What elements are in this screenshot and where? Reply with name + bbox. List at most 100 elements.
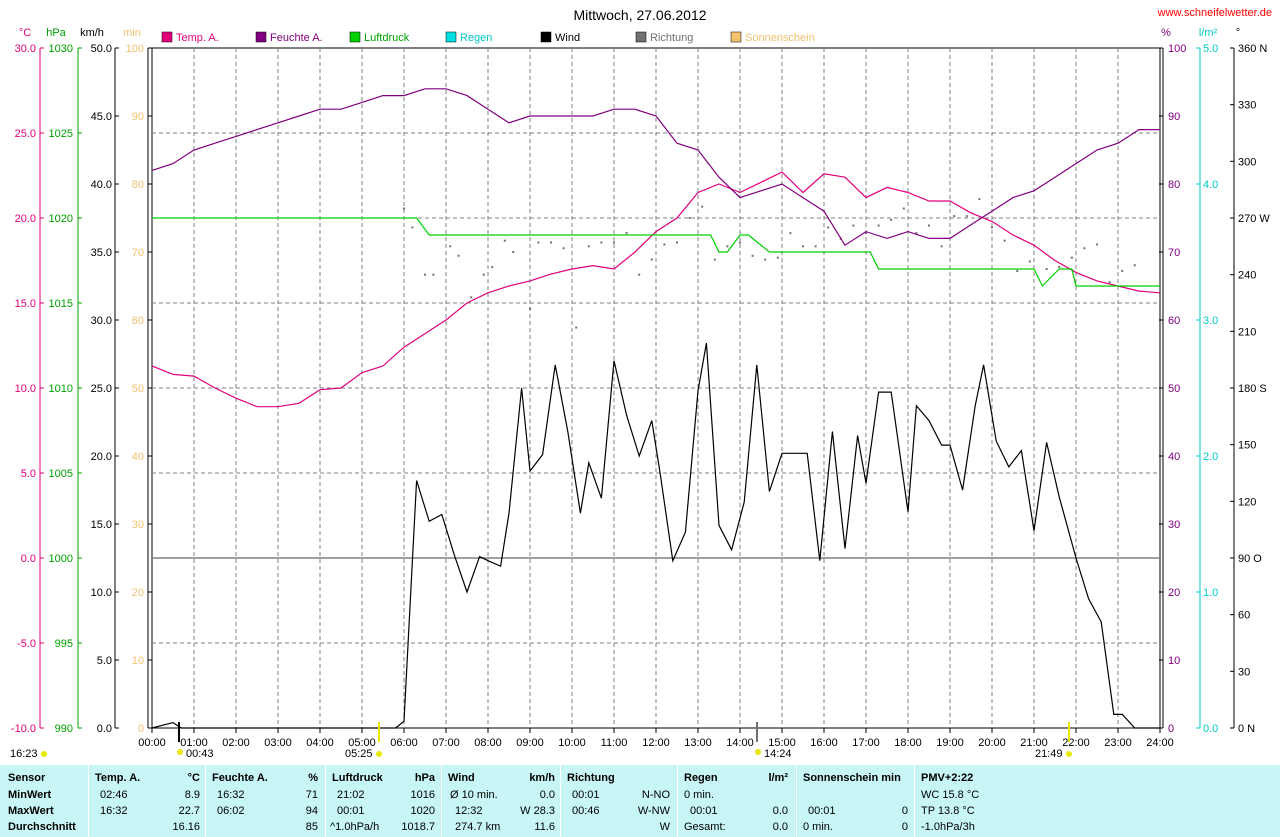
direction-tick-label: 180 S (1238, 383, 1267, 395)
stats-wind-min: 0.0 (539, 789, 555, 801)
stats-windchill: WC 15.8 °C (921, 789, 980, 801)
rain-tick-label: 2.0 (1203, 451, 1218, 463)
sun-tick-label: 0 (138, 723, 144, 735)
direction-point (877, 224, 880, 227)
stats-direction-header: Richtung (567, 772, 615, 784)
pressure-tick-label: 1020 (49, 213, 73, 225)
direction-point (991, 226, 993, 229)
direction-point (940, 245, 943, 248)
sun-tick-label: 60 (132, 315, 144, 327)
stats-temp-max-time: 16:32 (100, 805, 128, 817)
stats-direction-min-time: 00:01 (572, 789, 600, 801)
website-link[interactable]: www.schneifelwetter.de (1157, 7, 1272, 19)
legend-direction: Richtung (650, 32, 693, 44)
direction-tick-label: 240 (1238, 270, 1256, 282)
direction-point (482, 273, 485, 276)
humidity-tick-label: 60 (1168, 315, 1180, 327)
stats-pressure-unit: hPa (414, 772, 435, 784)
x-tick-label: 17:00 (852, 737, 880, 749)
rain-tick-label: 0.0 (1203, 723, 1218, 735)
stats-pmv-header: PMV+2:22 (921, 772, 974, 784)
x-tick-label: 01:00 (180, 737, 208, 749)
sun-unit: min (123, 27, 141, 39)
humidity-tick-label: 70 (1168, 247, 1180, 259)
stats-wind-max: W 28.3 (520, 805, 555, 817)
stats-rain-max: 0.0 (772, 805, 788, 817)
stats-wind-max-time: 12:32 (455, 805, 483, 817)
direction-tick-label: 210 (1238, 326, 1256, 338)
direction-tick-label: 330 (1238, 100, 1256, 112)
rain-tick-label: 4.0 (1203, 179, 1218, 191)
direction-tick-label: 300 (1238, 156, 1256, 168)
direction-point (865, 232, 867, 235)
direction-point (512, 251, 515, 253)
weather-chart: 30.025.020.015.010.05.00.0-5.0-10.010301… (10, 7, 1272, 760)
direction-point (902, 207, 905, 210)
direction-point (575, 326, 578, 329)
temp-tick-label: -10.0 (11, 723, 36, 735)
direction-point (1121, 269, 1124, 272)
stats-wind-distance: 274.7 km (455, 821, 501, 833)
humidity-tick-label: 100 (1168, 43, 1186, 55)
direction-point (802, 245, 804, 248)
series-line-wind (151, 342, 1160, 729)
stats-temp-min: 8.9 (184, 789, 200, 801)
sun-marker-icon (177, 749, 183, 755)
stats-dewpoint: TP 13.8 °C (921, 805, 975, 817)
direction-point (726, 245, 729, 248)
x-tick-label: 00:00 (138, 737, 166, 749)
legend-swatch-wind (540, 31, 552, 43)
stats-wind-unit: km/h (529, 772, 555, 784)
legend-temp: Temp. A. (176, 32, 219, 44)
stats-direction-max-time: 00:46 (572, 805, 600, 817)
direction-point (764, 258, 767, 261)
sun-marker-label: 00:43 (186, 748, 214, 760)
stats-sun-total: 0 (901, 821, 908, 833)
direction-point (411, 226, 414, 229)
sun-tick-label: 40 (132, 451, 144, 463)
wind-tick-label: 10.0 (91, 587, 112, 599)
direction-point (890, 218, 893, 221)
direction-point (1096, 243, 1098, 246)
direction-point (1108, 281, 1111, 284)
stats-temp-unit: °C (187, 772, 200, 784)
stats-temp-avg: 16.16 (172, 821, 200, 833)
direction-point (550, 241, 552, 244)
legend-sun: Sonnenschein (745, 32, 815, 44)
temp-tick-label: 5.0 (21, 468, 36, 480)
x-tick-label: 11:00 (601, 737, 628, 749)
wind-tick-label: 25.0 (91, 383, 112, 395)
direction-point (457, 254, 460, 257)
sun-tick-label: 20 (132, 587, 144, 599)
stats-row-min: MinWert (8, 789, 52, 801)
x-tick-label: 14:00 (726, 737, 754, 749)
direction-point (470, 296, 473, 299)
direction-point (403, 207, 405, 210)
legend-pressure: Luftdruck (364, 32, 410, 44)
stats-humidity-min-time: 16:32 (217, 789, 245, 801)
stats-humidity-unit: % (308, 772, 318, 784)
direction-point (1016, 269, 1019, 272)
sun-marker-label: 05:25 (345, 748, 373, 760)
legend-swatch-humidity (255, 31, 267, 43)
stats-pressure-min: 1016 (410, 789, 435, 801)
stats-direction-avg: W (659, 821, 670, 833)
stats-pressure-max-time: 00:01 (337, 805, 365, 817)
direction-tick-label: 0 N (1238, 723, 1255, 735)
legend-swatch-direction (635, 31, 647, 43)
stats-panel: Sensor MinWert MaxWert Durchschnitt Temp… (0, 765, 1280, 837)
pressure-tick-label: 1005 (49, 468, 73, 480)
stats-row-max: MaxWert (8, 805, 54, 817)
direction-point (613, 241, 615, 244)
x-tick-label: 24:00 (1146, 737, 1174, 749)
stats-sensor-header: Sensor (8, 772, 46, 784)
legend-wind: Wind (555, 32, 580, 44)
stats-direction-min: N-NO (641, 789, 670, 801)
stats-rain-header: Regen (684, 772, 718, 784)
temp-tick-label: 0.0 (21, 553, 36, 565)
sun-marker-icon (755, 749, 761, 755)
series-line-luftdruck (152, 217, 1160, 288)
direction-point (650, 258, 653, 261)
stats-rain-total: 0.0 (772, 821, 788, 833)
marker-layer: 16:23 00:43 05:25 14:24 21:49 (10, 722, 1072, 760)
